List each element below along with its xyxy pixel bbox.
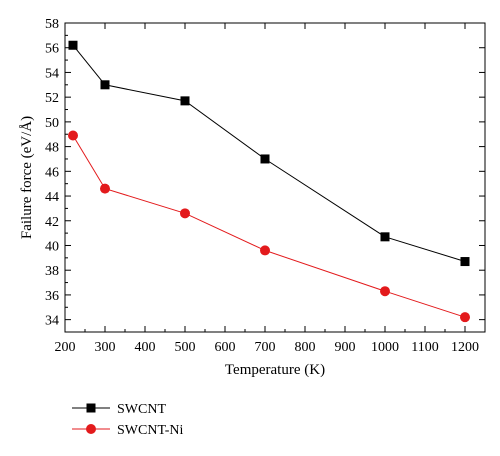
x-axis-title: Temperature (K) — [225, 362, 325, 378]
x-tick-label: 1000 — [371, 340, 399, 355]
legend-marker — [86, 403, 96, 413]
y-axis-title: Failure force (eV/Å) — [19, 116, 35, 239]
x-tick-label: 300 — [95, 340, 116, 355]
series-line — [72, 44, 466, 262]
y-tick-label: 38 — [45, 264, 59, 279]
y-tick-label: 52 — [45, 91, 59, 106]
data-point — [180, 96, 190, 106]
legend-item: SWCNT-Ni — [72, 423, 183, 438]
x-tick-label: 900 — [335, 340, 356, 355]
axis-ticks: 200 300 400 500 600 700 800 900 1000 1100 1200 34 36… — [45, 17, 485, 355]
y-tick-label: 50 — [45, 116, 59, 131]
x-tick-label: 600 — [215, 340, 236, 355]
data-point — [260, 245, 270, 256]
y-tick-label: 46 — [45, 165, 59, 180]
data-point — [100, 80, 110, 90]
y-tick-label: 54 — [45, 66, 59, 81]
data-point — [380, 232, 390, 242]
data-point — [460, 257, 470, 267]
x-tick-label: 400 — [135, 340, 156, 355]
x-tick-label: 800 — [295, 340, 316, 355]
y-tick-label: 58 — [45, 17, 59, 32]
y-tick-label: 36 — [45, 289, 59, 304]
plot-area: 200 300 400 500 600 700 800 900 1000 1100 1200 34 36… — [45, 17, 486, 355]
data-point — [68, 130, 78, 141]
legend-item: SWCNT — [72, 402, 166, 417]
series-line — [72, 135, 466, 318]
data-point — [100, 183, 110, 194]
x-tick-label: 500 — [175, 340, 196, 355]
plot-frame — [64, 22, 486, 333]
y-tick-label: 48 — [45, 141, 59, 156]
data-point — [460, 312, 470, 323]
series-2 — [68, 130, 470, 323]
series-layer — [68, 40, 470, 323]
series-1 — [68, 40, 470, 267]
legend: SWCNT SWCNT-Ni — [72, 402, 183, 438]
data-point — [260, 154, 270, 164]
legend-label: SWCNT — [117, 402, 166, 417]
y-tick-label: 34 — [45, 314, 59, 329]
y-tick-label: 42 — [45, 215, 59, 230]
y-tick-label: 44 — [45, 190, 59, 205]
data-point — [68, 40, 78, 50]
x-tick-label: 700 — [255, 340, 276, 355]
x-tick-label: 1100 — [411, 340, 438, 355]
legend-label: SWCNT-Ni — [117, 423, 183, 438]
x-tick-label: 1200 — [451, 340, 479, 355]
data-point — [380, 286, 390, 297]
data-point — [180, 208, 190, 219]
y-tick-label: 56 — [45, 42, 59, 57]
y-tick-label: 40 — [45, 239, 59, 254]
x-tick-label: 200 — [55, 340, 76, 355]
legend-marker — [86, 424, 96, 434]
